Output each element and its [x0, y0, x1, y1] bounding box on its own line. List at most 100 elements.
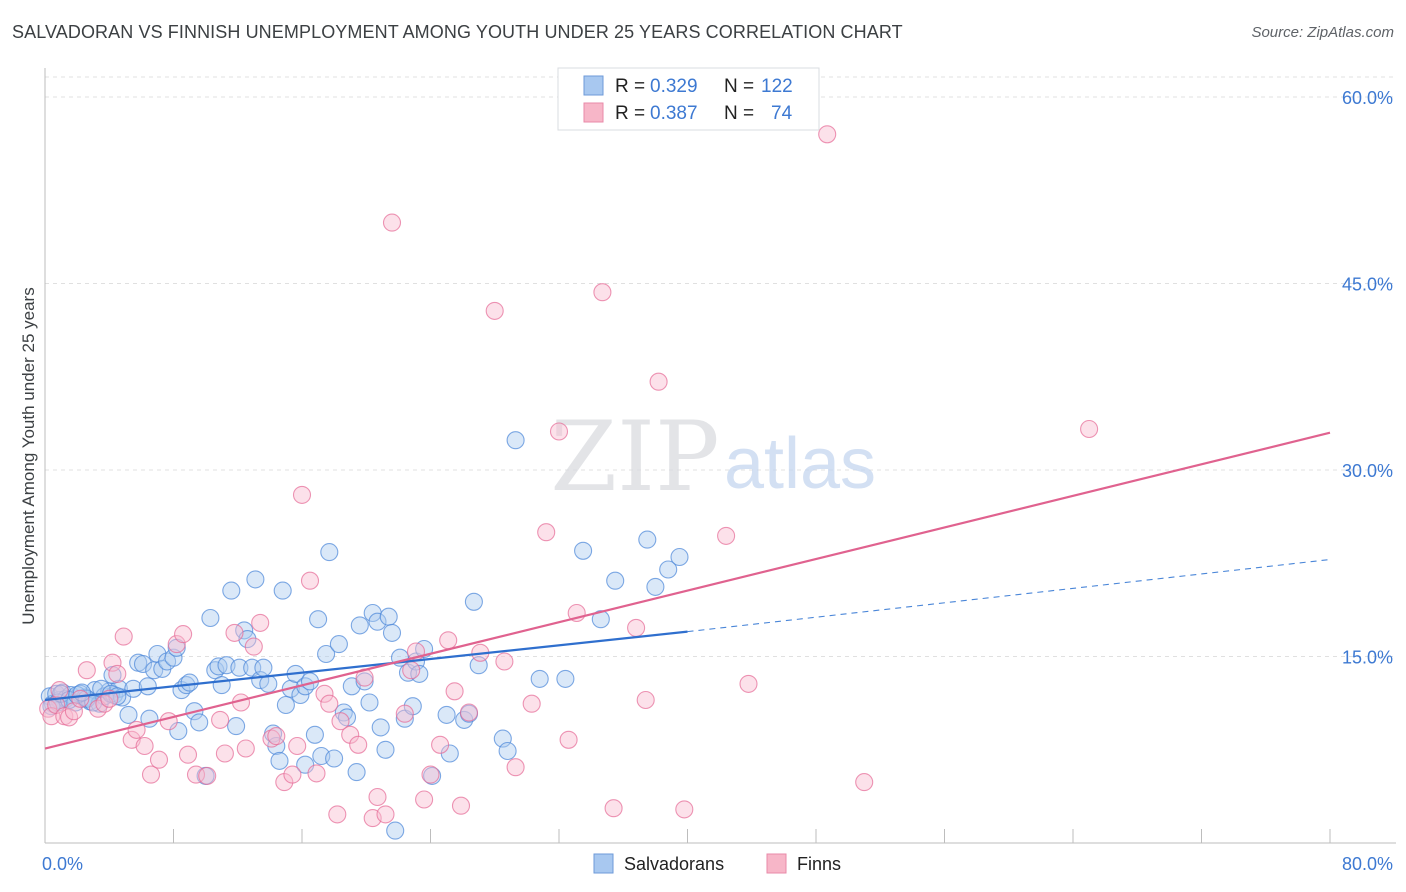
legend-n-label: N =: [724, 76, 754, 97]
finns-point: [108, 664, 127, 683]
trend-line-salvadorans-extension: [687, 558, 1331, 633]
finns-point: [675, 800, 694, 819]
axes: [44, 68, 1396, 844]
finns-point: [537, 523, 556, 542]
legend-bottom-label-finns: Finns: [797, 854, 841, 874]
finns-point: [198, 766, 217, 785]
x-tick-label-min: 0.0%: [42, 854, 83, 874]
salvadorans-point: [556, 669, 575, 688]
salvadorans-point: [169, 722, 188, 741]
finns-point: [50, 681, 69, 700]
y-tick-labels: 15.0% 30.0% 45.0% 60.0%: [1342, 88, 1393, 668]
legend-bottom-swatch-salvadorans: [593, 853, 614, 874]
legend-swatch-finns: [583, 102, 604, 123]
finns-point: [174, 625, 193, 644]
finns-point: [593, 283, 612, 302]
finns-point: [636, 690, 655, 710]
salvadorans-point: [379, 607, 398, 626]
finns-point: [549, 422, 569, 441]
x-tick-labels: 0.0% 80.0%: [42, 854, 1393, 874]
finns-point: [717, 526, 736, 545]
finns-point: [178, 745, 198, 764]
finns-point: [288, 736, 307, 756]
legend-r-value: 0.387: [650, 103, 698, 124]
legend-r-label: R =: [615, 103, 645, 124]
watermark: ZIP atlas: [550, 401, 876, 513]
legend-n-label: N =: [724, 103, 754, 124]
y-tick-label: 15.0%: [1342, 648, 1393, 668]
finns-point: [495, 652, 514, 671]
finns-point: [855, 773, 874, 792]
series-finns-points: [39, 125, 1099, 828]
finns-point: [451, 796, 471, 815]
legend-swatch-salvadorans: [583, 75, 604, 96]
finns-point: [459, 703, 479, 722]
finns-point: [320, 694, 339, 713]
salvadorans-point: [230, 658, 249, 677]
finns-point: [649, 372, 668, 391]
salvadorans-point: [246, 570, 265, 589]
finns-point: [141, 765, 161, 784]
finns-point: [225, 623, 244, 642]
finns-point: [439, 631, 458, 650]
finns-point: [211, 710, 230, 729]
finns-point: [1080, 419, 1099, 439]
salvadorans-point: [376, 740, 395, 759]
finns-point: [159, 712, 178, 731]
salvadorans-point: [317, 644, 336, 664]
finns-point: [236, 739, 255, 758]
salvadorans-point: [347, 763, 366, 782]
salvadorans-point: [350, 616, 369, 635]
finns-point: [42, 707, 61, 726]
finns-point: [627, 618, 646, 637]
watermark-atlas: atlas: [724, 424, 876, 504]
legend-bottom-label-salvadorans: Salvadorans: [624, 854, 724, 874]
salvadorans-point: [591, 610, 610, 629]
salvadorans-point: [371, 718, 390, 737]
y-tick-label: 60.0%: [1342, 88, 1393, 108]
salvadorans-point: [325, 749, 344, 768]
salvadorans-point: [320, 543, 339, 562]
finns-point: [135, 736, 154, 756]
finns-point: [300, 571, 320, 590]
y-tick-label: 45.0%: [1342, 275, 1393, 295]
legend-n-value: 122: [761, 76, 793, 97]
y-tick-label: 30.0%: [1342, 461, 1393, 481]
x-tick-label-max: 80.0%: [1342, 854, 1393, 874]
finns-point: [292, 485, 312, 504]
salvadorans-point: [659, 560, 678, 579]
salvadorans-point: [670, 547, 689, 567]
salvadorans-point: [530, 669, 549, 688]
finns-point: [382, 213, 402, 232]
salvadorans-point: [138, 677, 157, 696]
series-salvadorans-points: [40, 431, 689, 840]
salvadorans-point: [309, 610, 328, 629]
salvadorans-point: [437, 705, 456, 724]
salvadorans-point: [368, 612, 387, 631]
finns-point: [71, 689, 90, 708]
salvadorans-point: [386, 821, 405, 840]
salvadorans-point: [498, 741, 517, 761]
salvadorans-point: [355, 672, 374, 691]
salvadorans-point: [464, 592, 483, 611]
finns-point: [283, 765, 302, 784]
finns-point: [103, 653, 122, 672]
finns-point: [60, 708, 79, 727]
finns-point: [328, 805, 347, 824]
finns-point: [421, 765, 440, 784]
finns-point: [415, 790, 434, 809]
finns-point: [395, 704, 414, 723]
finns-point: [244, 637, 263, 656]
finns-point: [604, 799, 623, 818]
legend-r-value: 0.329: [650, 76, 698, 97]
finns-point: [262, 729, 281, 748]
finns-point: [315, 684, 334, 703]
salvadorans-point: [119, 705, 138, 724]
finns-point: [445, 682, 464, 701]
salvadorans-point: [506, 431, 525, 450]
finns-point: [818, 125, 837, 144]
trend-line-salvadorans: [44, 630, 688, 702]
salvadorans-point: [201, 608, 220, 628]
legend-r-label: R =: [615, 76, 645, 97]
